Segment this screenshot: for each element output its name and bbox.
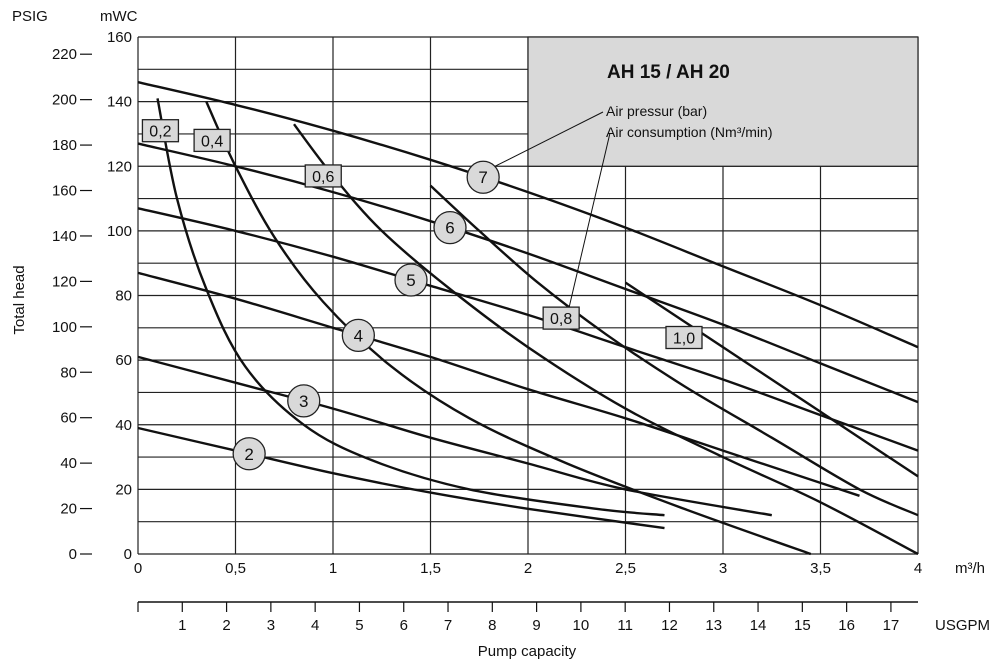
usgpm-tick-label: 5 <box>355 617 363 634</box>
consumption-curve-0-6 <box>293 123 919 556</box>
pressure-label-circle <box>341 318 376 353</box>
usgpm-tick-label: 2 <box>222 617 230 634</box>
consumption-curve-0-8 <box>429 184 919 517</box>
x-tick-label: 4 <box>914 560 922 577</box>
y-axis-label: Total head <box>11 265 28 334</box>
psig-tick-label: 60 <box>60 410 77 427</box>
x-tick-label: 1 <box>329 560 337 577</box>
psig-tick-label: 160 <box>52 183 77 200</box>
psig-tick-label: 140 <box>52 228 77 245</box>
psig-tick-label: 0 <box>69 546 77 563</box>
leader-line-pressure <box>494 111 604 167</box>
consumption-curve-1-0 <box>624 281 919 478</box>
consumption-label-text: 0,4 <box>201 133 223 150</box>
pressure-curve-4 <box>137 271 860 497</box>
psig-tick-label: 120 <box>52 273 77 290</box>
pressure-label-text: 7 <box>478 168 487 187</box>
curve-labels: 2 3 4 5 6 7 0,2 0,4 0,6 0,8 1,0 <box>141 111 703 471</box>
x-tick-label: 1,5 <box>420 560 441 577</box>
pressure-curve-7 <box>137 81 919 349</box>
pressure-label-text: 2 <box>244 445 253 464</box>
y-tick-label: 0 <box>124 546 132 563</box>
usgpm-tick-label: 11 <box>617 617 633 634</box>
consumption-label-box <box>304 164 342 188</box>
usgpm-tick-label: 1 <box>178 617 186 634</box>
x-unit-label: m³/h <box>955 560 985 577</box>
consumption-label-text: 1,0 <box>673 331 695 348</box>
pressure-curve-6 <box>137 142 919 404</box>
consumption-label-box <box>542 306 580 330</box>
curves <box>137 81 919 556</box>
psig-tick-label: 180 <box>52 137 77 154</box>
pressure-label-text: 5 <box>406 271 415 290</box>
psig-tick-label: 80 <box>60 364 77 381</box>
consumption-label-box <box>193 128 231 153</box>
pressure-label-text: 6 <box>445 219 454 238</box>
pressure-label-circle <box>433 210 467 245</box>
chart-title: AH 15 / AH 20 <box>607 62 730 83</box>
pressure-label-circle <box>232 437 266 471</box>
y-tick-label: 160 <box>107 29 132 46</box>
consumption-label-text: 0,6 <box>312 169 334 186</box>
y-unit-label: mWC <box>100 8 138 25</box>
pressure-label-circle <box>466 160 500 194</box>
x-tick-label: 2 <box>524 560 532 577</box>
psig-tick-label: 20 <box>60 501 77 518</box>
x-tick-label: 0,5 <box>225 560 246 577</box>
y-tick-label: 80 <box>115 288 132 305</box>
usgpm-tick-label: 9 <box>532 617 540 634</box>
y-tick-label: 140 <box>107 94 132 111</box>
pressure-label-circle <box>394 263 428 297</box>
x-tick-label: 0 <box>134 560 142 577</box>
usgpm-tick-label: 16 <box>838 617 855 634</box>
x-tick-label: 3,5 <box>810 560 831 577</box>
annotation-air-consumption: Air consumption (Nm³/min) <box>606 124 772 140</box>
y-tick-label: 60 <box>115 352 132 369</box>
consumption-label-box <box>141 119 180 143</box>
pressure-curve-2 <box>137 426 665 530</box>
x-tick-label: 3 <box>719 560 727 577</box>
psig-tick-label: 220 <box>52 46 77 63</box>
annotation-air-pressure: Air pressur (bar) <box>606 103 707 119</box>
consumption-label-box <box>665 325 703 350</box>
consumption-label-text: 0,2 <box>149 124 171 141</box>
pressure-curve-3 <box>137 355 773 517</box>
usgpm-tick-label: 13 <box>705 617 722 634</box>
y-tick-label: 20 <box>115 481 132 498</box>
title-box <box>527 36 919 167</box>
consumption-curve-0-4 <box>205 101 812 556</box>
psig-tick-label: 100 <box>52 319 77 336</box>
usgpm-tick-label: 17 <box>883 617 900 634</box>
usgpm-tick-label: 4 <box>311 617 319 634</box>
usgpm-tick-label: 12 <box>661 617 678 634</box>
x-axis-label: Pump capacity <box>478 643 577 660</box>
pressure-label-circle <box>287 384 321 418</box>
usgpm-tick-label: 14 <box>750 617 767 634</box>
consumption-label-text: 0,8 <box>550 311 572 328</box>
consumption-curve-0-2 <box>156 98 665 517</box>
usgpm-tick-label: 8 <box>488 617 496 634</box>
usgpm-tick-label: 15 <box>794 617 811 634</box>
usgpm-tick-label: 3 <box>267 617 275 634</box>
usgpm-tick-label: 6 <box>400 617 408 634</box>
y2-unit-label: PSIG <box>12 8 48 25</box>
psig-tick-label: 40 <box>60 455 77 472</box>
pressure-curve-5 <box>137 207 919 452</box>
x-tick-label: 2,5 <box>615 560 636 577</box>
y-tick-label: 120 <box>107 158 132 175</box>
pressure-label-text: 4 <box>354 326 363 345</box>
x2-unit-label: USGPM <box>935 617 990 634</box>
y-tick-label: 40 <box>115 417 132 434</box>
psig-tick-label: 200 <box>52 92 77 109</box>
pressure-label-text: 3 <box>299 392 308 411</box>
axes: 0204060801001201401600204060801001201401… <box>52 29 922 634</box>
leader-line-consumption <box>568 132 611 308</box>
usgpm-tick-label: 10 <box>573 617 590 634</box>
y-tick-label: 100 <box>107 223 132 240</box>
usgpm-tick-label: 7 <box>444 617 452 634</box>
